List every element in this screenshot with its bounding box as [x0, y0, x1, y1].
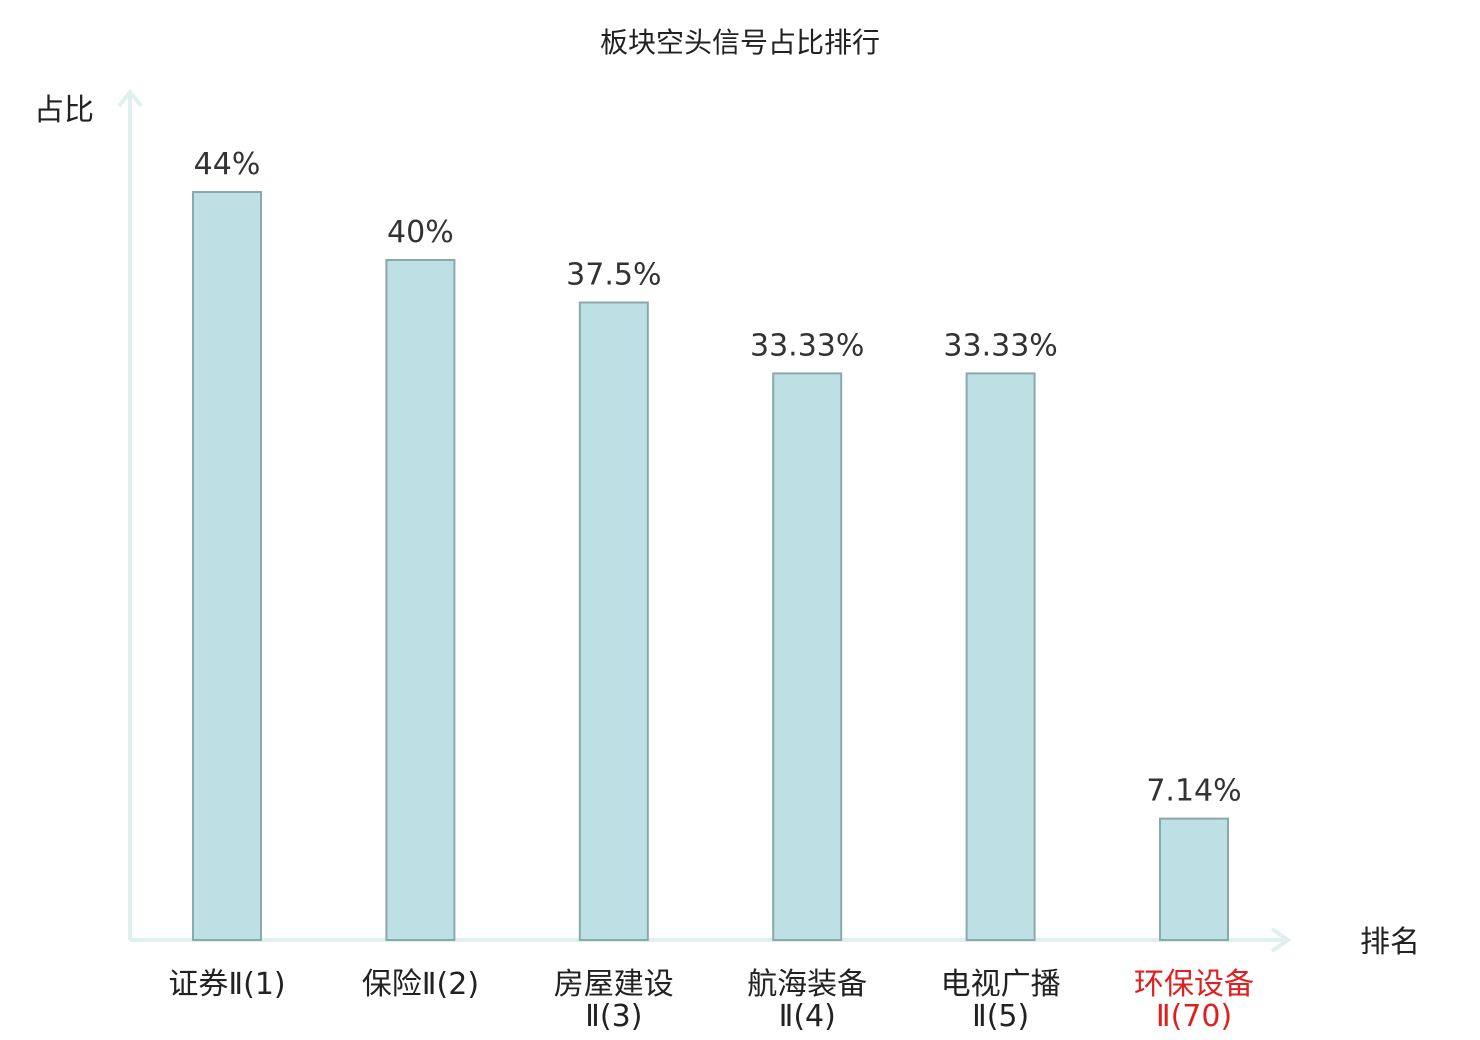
- bar: [772, 372, 843, 941]
- y-axis: [117, 88, 143, 940]
- category-label: 航海装备: [747, 967, 867, 1002]
- category-rank: Ⅱ(5): [972, 999, 1029, 1034]
- data-label: 33.33%: [750, 328, 864, 363]
- category-rank: Ⅱ(3): [585, 999, 642, 1034]
- bar: [385, 259, 456, 941]
- value-labels: 44% 40% 37.5% 33.33% 33.33% 7.14%: [194, 147, 1242, 809]
- category-rank: Ⅱ(4): [779, 999, 836, 1034]
- data-label: 7.14%: [1146, 774, 1241, 809]
- x-axis: [130, 927, 1292, 953]
- x-axis-label: 排名: [1360, 925, 1420, 960]
- data-label: 33.33%: [943, 328, 1057, 363]
- bar: [578, 301, 649, 941]
- data-label: 44%: [194, 147, 261, 182]
- bar: [192, 191, 262, 941]
- bar: [1159, 817, 1229, 941]
- bar: [965, 372, 1036, 941]
- category-label: 房屋建设: [554, 967, 674, 1002]
- category-label: 保险Ⅱ(2): [362, 967, 479, 1002]
- y-axis-label: 占比: [34, 93, 94, 128]
- data-label: 37.5%: [566, 258, 661, 293]
- category-rank: Ⅱ(70): [1156, 999, 1232, 1034]
- category-label: 证券Ⅱ(1): [168, 967, 285, 1002]
- data-label: 40%: [387, 215, 454, 250]
- category-label: 环保设备: [1134, 967, 1254, 1002]
- bar-series: [192, 191, 1229, 941]
- chart-title: 板块空头信号占比排行: [600, 26, 880, 59]
- category-label: 电视广播: [941, 967, 1061, 1002]
